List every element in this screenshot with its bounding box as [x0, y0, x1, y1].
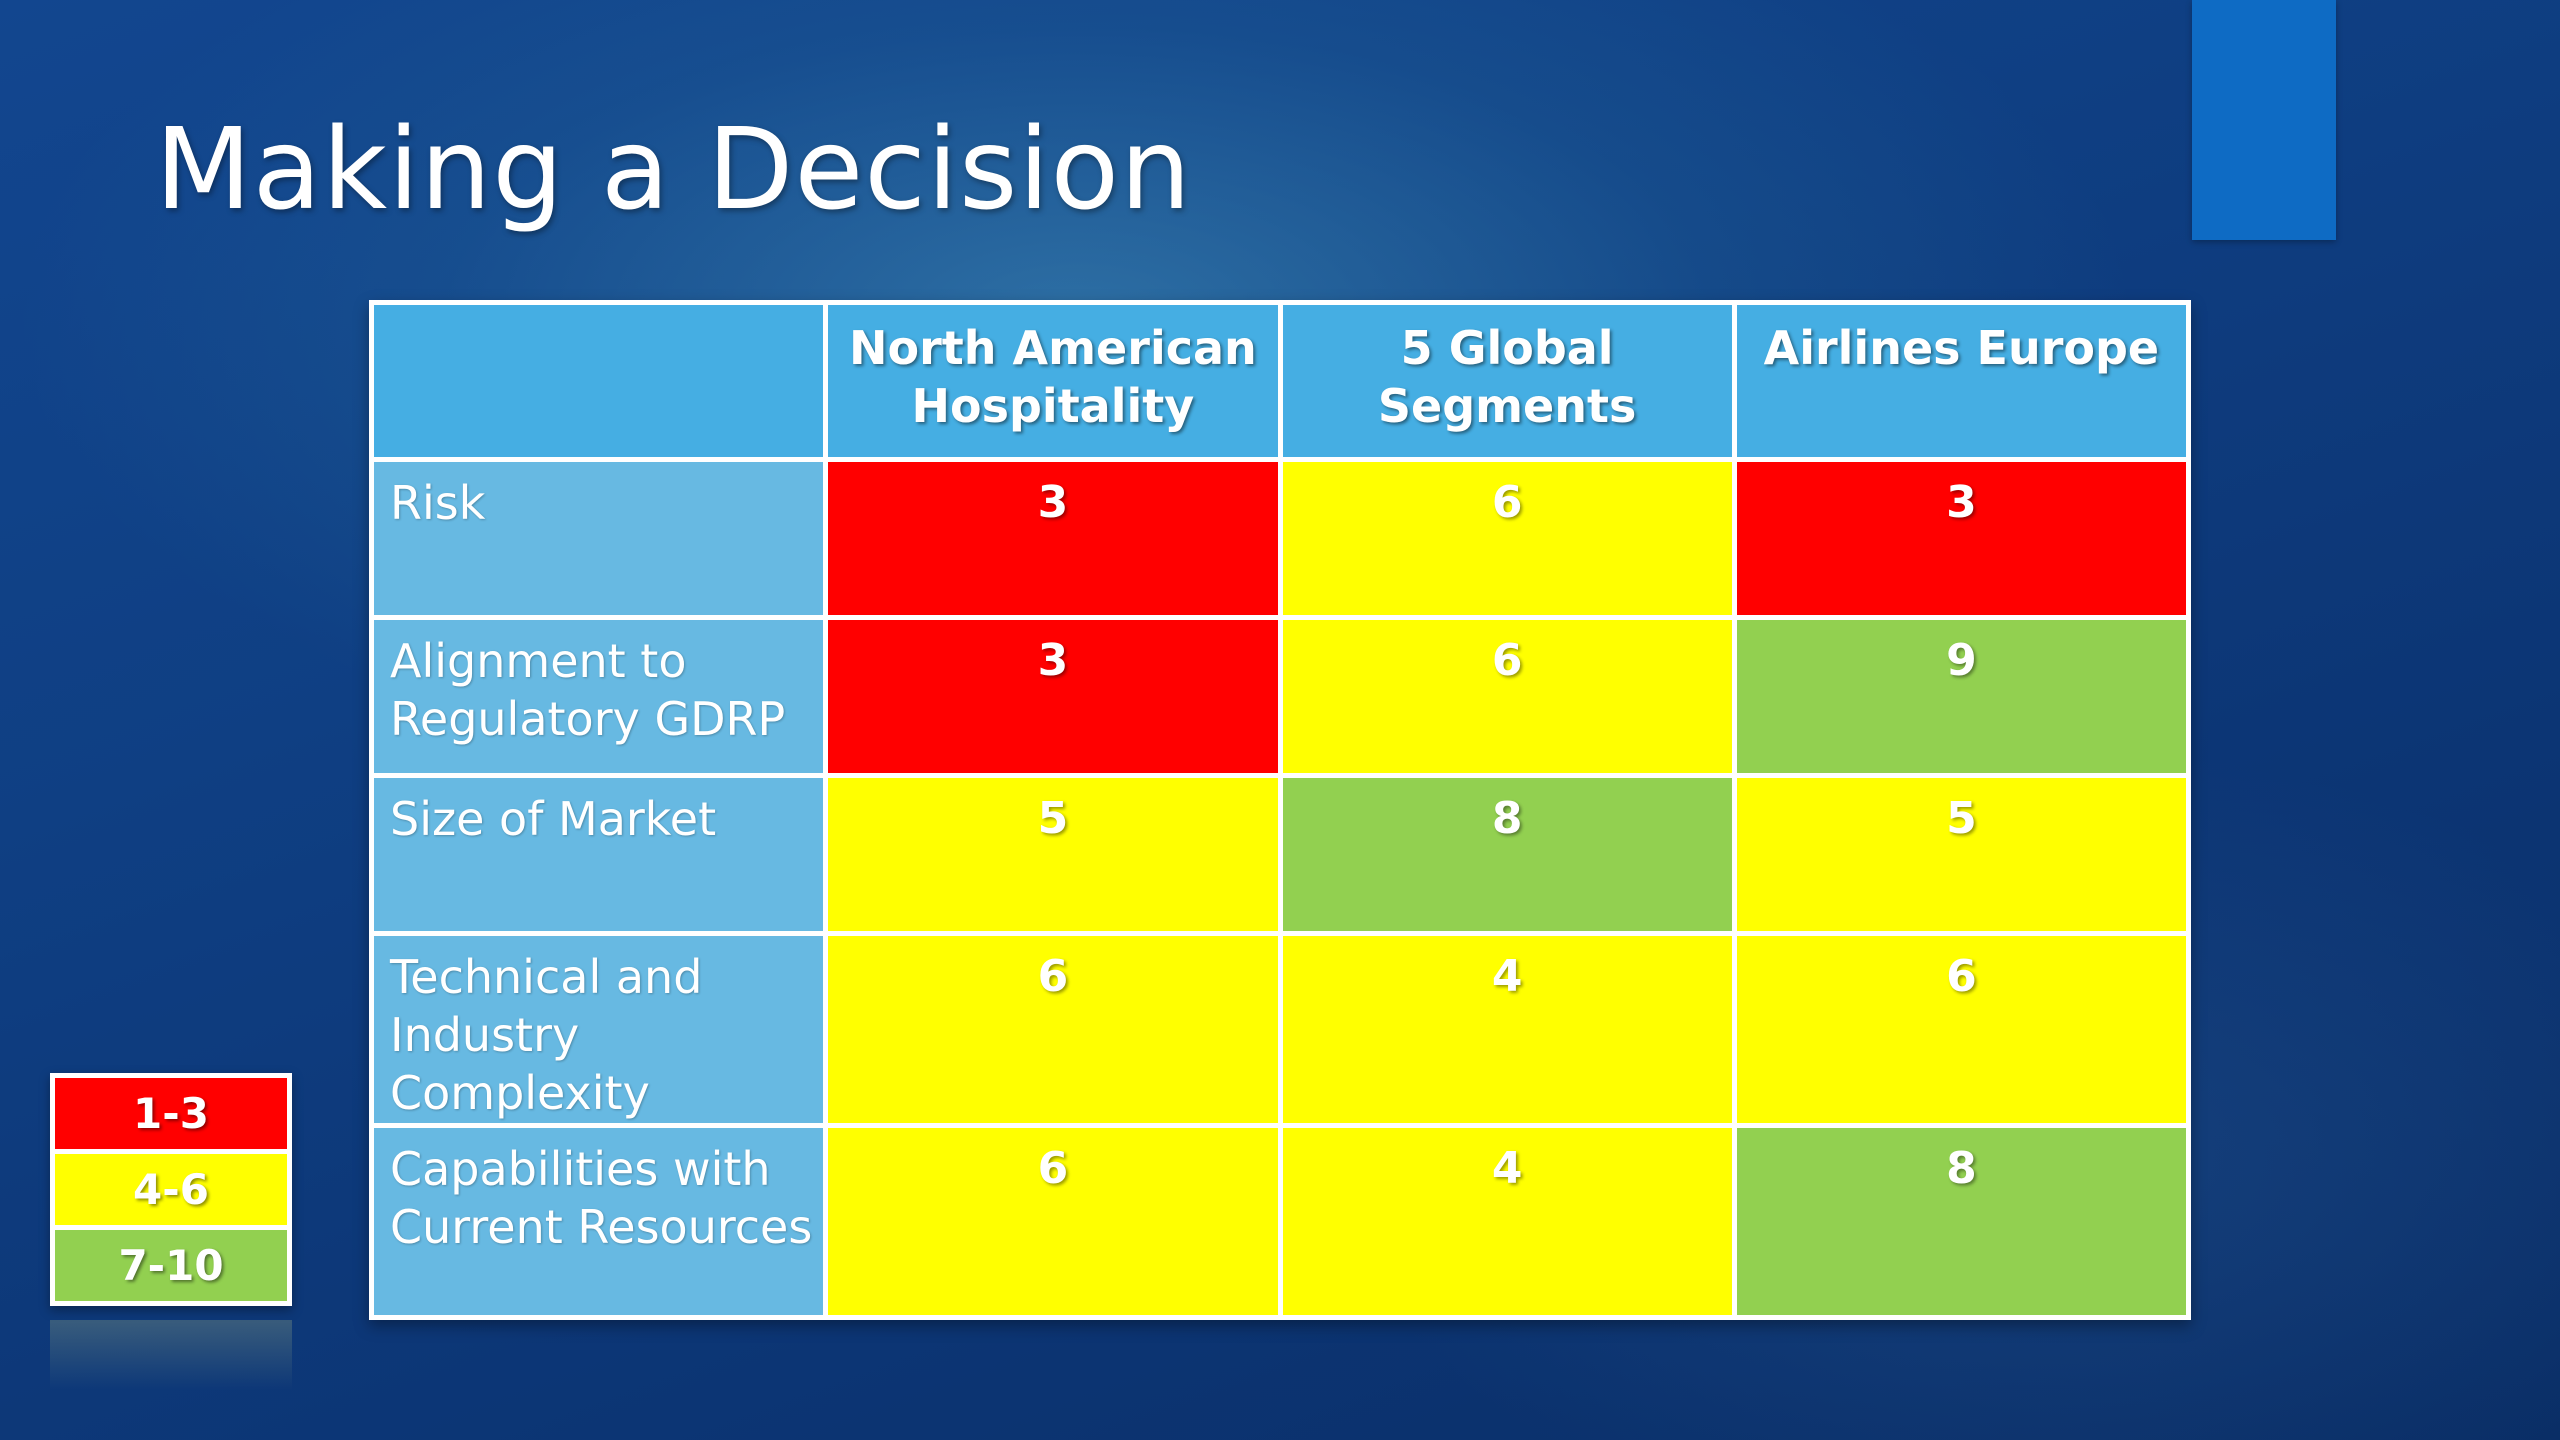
score-cell: 3	[823, 457, 1283, 620]
legend-item-low: 1-3	[55, 1078, 287, 1149]
column-header-airlines-europe: Airlines Europe	[1731, 300, 2192, 462]
score-cell: 6	[1277, 615, 1737, 778]
column-header-north-american-hospitality: North American Hospitality	[823, 300, 1283, 462]
decision-matrix-table: North American Hospitality 5 Global Segm…	[368, 300, 2192, 1320]
slide-title: Making a Decision	[155, 105, 1192, 235]
score-legend: 1-3 4-6 7-10	[50, 1073, 292, 1306]
row-label-risk: Risk	[368, 457, 829, 620]
column-header-5-global-segments: 5 Global Segments	[1277, 300, 1737, 462]
accent-bar	[2192, 0, 2336, 240]
score-cell: 5	[823, 773, 1283, 936]
decision-table-container: North American Hospitality 5 Global Segm…	[368, 300, 2192, 1320]
legend-item-medium: 4-6	[55, 1154, 287, 1225]
table-header-corner	[368, 300, 829, 462]
table-row-alignment: Alignment to Regulatory GDRP 3 6 9	[368, 615, 2192, 778]
table-row-technical-complexity: Technical and Industry Complexity 6 4 6	[368, 931, 2192, 1128]
score-cell: 4	[1277, 1123, 1737, 1320]
score-cell: 6	[823, 1123, 1283, 1320]
row-label-size-of-market: Size of Market	[368, 773, 829, 936]
score-cell: 6	[1277, 457, 1737, 620]
score-cell: 3	[823, 615, 1283, 778]
score-cell: 6	[823, 931, 1283, 1128]
legend-reflection	[50, 1320, 292, 1390]
score-cell: 9	[1731, 615, 2192, 778]
table-row-size-of-market: Size of Market 5 8 5	[368, 773, 2192, 936]
table-row-capabilities: Capabilities with Current Resources 6 4 …	[368, 1123, 2192, 1320]
score-cell: 8	[1277, 773, 1737, 936]
score-cell: 8	[1731, 1123, 2192, 1320]
score-cell: 4	[1277, 931, 1737, 1128]
row-label-capabilities: Capabilities with Current Resources	[368, 1123, 829, 1320]
legend-item-high: 7-10	[55, 1230, 287, 1301]
row-label-alignment: Alignment to Regulatory GDRP	[368, 615, 829, 778]
table-header-row: North American Hospitality 5 Global Segm…	[368, 300, 2192, 462]
table-row-risk: Risk 3 6 3	[368, 457, 2192, 620]
score-cell: 6	[1731, 931, 2192, 1128]
score-cell: 3	[1731, 457, 2192, 620]
score-cell: 5	[1731, 773, 2192, 936]
row-label-technical-complexity: Technical and Industry Complexity	[368, 931, 829, 1128]
